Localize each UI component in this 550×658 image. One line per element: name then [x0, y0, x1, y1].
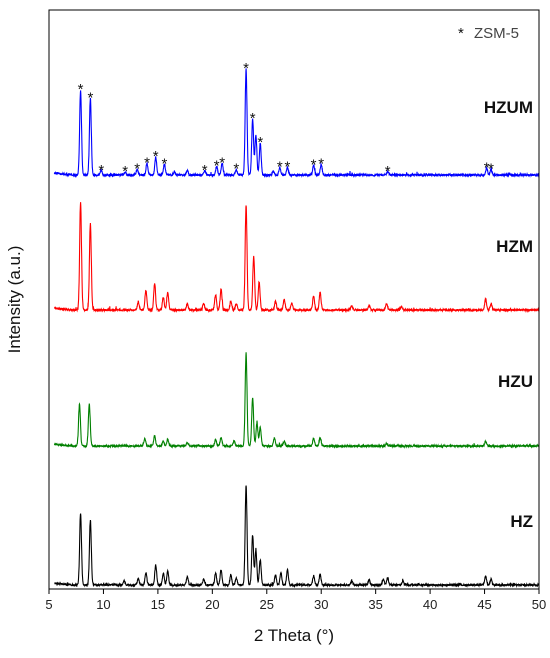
zsm5-marker: *: [78, 81, 84, 98]
zsm5-marker: *: [311, 156, 317, 173]
zsm5-marker: *: [162, 155, 168, 172]
x-tick-label: 5: [45, 597, 52, 612]
series-hzu: HZU: [53, 352, 540, 449]
plot-frame: [48, 9, 540, 590]
zsm5-marker: *: [318, 155, 324, 172]
zsm5-marker: *: [134, 161, 140, 178]
series-hzm: HZM: [53, 202, 540, 314]
x-axis: 5 10 15 20 25 30 35 40 45 50: [45, 589, 546, 612]
legend: * ZSM-5: [458, 25, 519, 42]
series-label-hzum: HZUM: [484, 98, 533, 117]
x-tick-label: 25: [260, 597, 274, 612]
annotation-markers: * ** * * * * * * * * ***** * * * * **: [78, 60, 495, 180]
x-tick-label: 10: [96, 597, 110, 612]
zsm5-marker: *: [385, 163, 391, 180]
series-label-hz: HZ: [510, 512, 533, 531]
zsm5-marker: *: [98, 162, 104, 179]
zsm5-marker: *: [202, 162, 208, 179]
x-tick-label: 20: [205, 597, 219, 612]
x-tick-label: 35: [368, 597, 382, 612]
zsm5-marker: *: [285, 159, 291, 176]
series-label-hzu: HZU: [498, 372, 533, 391]
zsm5-marker: *: [153, 148, 159, 165]
x-tick-label: 45: [477, 597, 491, 612]
x-tick-label: 40: [423, 597, 437, 612]
zsm5-marker: *: [257, 134, 263, 151]
series-line-hzu: [53, 352, 540, 449]
zsm5-marker: *: [484, 160, 490, 177]
x-axis-label: 2 Theta (°): [254, 626, 334, 645]
x-tick-label: 15: [151, 597, 165, 612]
zsm5-marker: *: [122, 163, 128, 180]
zsm5-marker: *: [250, 110, 256, 127]
legend-label: ZSM-5: [474, 25, 519, 42]
x-tick-label: 30: [314, 597, 328, 612]
x-tick-label: 50: [532, 597, 546, 612]
zsm5-marker: *: [214, 158, 220, 175]
zsm5-marker: *: [488, 161, 494, 178]
y-axis-label: Intensity (a.u.): [5, 246, 24, 354]
series-line-hzum: [53, 68, 540, 179]
zsm5-marker: *: [277, 159, 283, 176]
series-line-hzm: [53, 202, 540, 314]
series-hzum: HZUM: [53, 68, 540, 179]
zsm5-marker: *: [243, 60, 249, 77]
zsm5-marker: *: [87, 90, 93, 107]
legend-marker: *: [458, 25, 464, 42]
series-hz: HZ: [54, 485, 540, 589]
zsm5-marker: *: [219, 154, 225, 171]
series-line-hz: [54, 485, 540, 589]
zsm5-marker: *: [144, 154, 150, 171]
zsm5-marker: *: [233, 161, 239, 178]
series-label-hzm: HZM: [496, 237, 533, 256]
